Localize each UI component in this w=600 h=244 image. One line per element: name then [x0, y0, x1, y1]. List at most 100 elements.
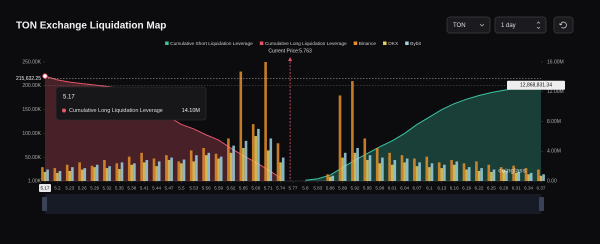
exchange-bar: [490, 171, 493, 181]
interval-select[interactable]: [494, 16, 547, 34]
x-tick-label: 6.28: [499, 186, 508, 191]
symbol-value: TON: [453, 23, 466, 29]
exchange-bar: [430, 163, 434, 181]
exchange-bar: [189, 150, 193, 181]
exchange-bar: [264, 62, 267, 181]
x-tick-label: 5.32: [103, 186, 112, 191]
range-handle-left[interactable]: [42, 197, 47, 211]
exchange-bar: [343, 152, 347, 181]
x-highlight: [39, 184, 51, 192]
x-tick-label: 5.59: [214, 186, 223, 191]
exchange-bar: [512, 165, 515, 181]
current-price-arrow: [288, 57, 293, 61]
exchange-bar: [167, 159, 171, 181]
legend-label: Bybit: [410, 41, 421, 47]
exchange-bar: [68, 170, 72, 181]
exchange-bar: [95, 164, 99, 181]
exchange-bar: [539, 175, 543, 181]
exchange-bar: [415, 166, 419, 181]
exchange-bar: [381, 157, 384, 181]
exchange-bar: [207, 152, 211, 181]
exchange-bar: [155, 166, 158, 181]
crosshair-y2-label: 12,868,831.34: [520, 83, 552, 89]
x-tick-label: 5.62: [227, 186, 236, 191]
x-tick-label: 6.16: [450, 186, 459, 191]
x-tick-label: 6.31: [512, 186, 521, 191]
x-tick-label: 5.26: [78, 186, 87, 191]
range-handle-right[interactable]: [539, 197, 544, 211]
exchange-bar: [182, 159, 186, 181]
exchange-bar: [165, 155, 168, 181]
exchange-bar: [529, 172, 533, 181]
y-tick-label: 250.00K: [22, 59, 41, 65]
y-tick-label: 150.00K: [22, 107, 41, 113]
x-tick-label: 5.86: [326, 186, 335, 191]
x-tick-label: 5.2: [54, 186, 61, 191]
exchange-bar: [375, 148, 379, 181]
exchange-bar: [120, 162, 124, 181]
exchange-bar: [58, 170, 62, 181]
exchange-bar: [351, 81, 354, 181]
y-tick-label: 100.00K: [22, 131, 41, 137]
exchange-bar: [390, 164, 394, 181]
exchange-bar: [105, 168, 109, 181]
exchange-bar: [152, 158, 156, 181]
exchange-bar: [368, 155, 372, 181]
x-tick-label: 5.53: [189, 186, 198, 191]
x-tick-label: 6.01: [388, 186, 397, 191]
legend-label: OKX: [388, 41, 399, 47]
exchange-bar: [502, 170, 506, 181]
refresh-icon: [559, 21, 567, 29]
exchange-bar: [257, 128, 260, 181]
x-tick-label: 5.44: [152, 186, 161, 191]
exchange-bar: [413, 158, 416, 181]
exchange-bar: [452, 164, 456, 181]
x-tick-label: 6.04: [400, 186, 409, 191]
exchange-bar: [276, 143, 280, 181]
interval-value: 1 day: [501, 23, 516, 29]
exchange-bar: [192, 161, 196, 181]
exchange-bar: [281, 157, 285, 181]
legend-label: Cumulative Long Liquidation Leverage: [265, 41, 347, 47]
legend-label: Binance: [359, 41, 377, 47]
x-tick-label: 5.38: [127, 186, 136, 191]
x-tick-label: 6.22: [475, 186, 484, 191]
plot: 1.00K 50.00K 100.00K 150.00K 200.00K 250.00K 0…: [16, 41, 565, 192]
exchange-bar: [254, 136, 258, 181]
x-tick-label: 5.92: [351, 186, 360, 191]
exchange-bar: [232, 145, 235, 181]
exchange-bar: [90, 165, 94, 181]
x-tick-label: 5.89: [338, 186, 347, 191]
exchange-bar: [83, 168, 87, 181]
dropdown-caret: [479, 23, 485, 27]
crosshair-y2-box: [507, 80, 565, 90]
exchange-bar: [269, 138, 273, 181]
exchange-bar: [527, 174, 530, 181]
exchange-bar: [480, 168, 483, 181]
exchange-bar: [130, 164, 134, 181]
exchange-bar: [80, 169, 84, 181]
legend-swatch: [383, 41, 387, 45]
range-slider[interactable]: [45, 194, 541, 214]
exchange-bar: [418, 162, 421, 181]
x-tick-label: 5.68: [251, 186, 260, 191]
exchange-bar: [140, 152, 143, 181]
symbol-select[interactable]: [446, 16, 491, 34]
current-price-label: Current Price:5.763: [268, 48, 312, 54]
exchange-bar: [65, 164, 69, 181]
x-tick-label: 5.8: [302, 186, 309, 191]
exchange-bar: [467, 167, 471, 181]
x-tick-label: 5.95: [363, 186, 372, 191]
legend-swatch: [259, 41, 264, 45]
exchange-bar: [366, 159, 369, 181]
exchange-bar: [450, 159, 453, 181]
exchange-bar: [462, 163, 466, 181]
exchange-bar: [524, 168, 528, 181]
tooltip-value: 14.10M: [182, 108, 201, 114]
exchange-bar: [331, 175, 335, 181]
x-tick-label: 5.56: [202, 186, 211, 191]
refresh-button[interactable]: [553, 16, 574, 34]
exchange-bar: [177, 161, 181, 181]
exchange-bar: [403, 162, 406, 181]
exchange-bar: [43, 171, 47, 181]
